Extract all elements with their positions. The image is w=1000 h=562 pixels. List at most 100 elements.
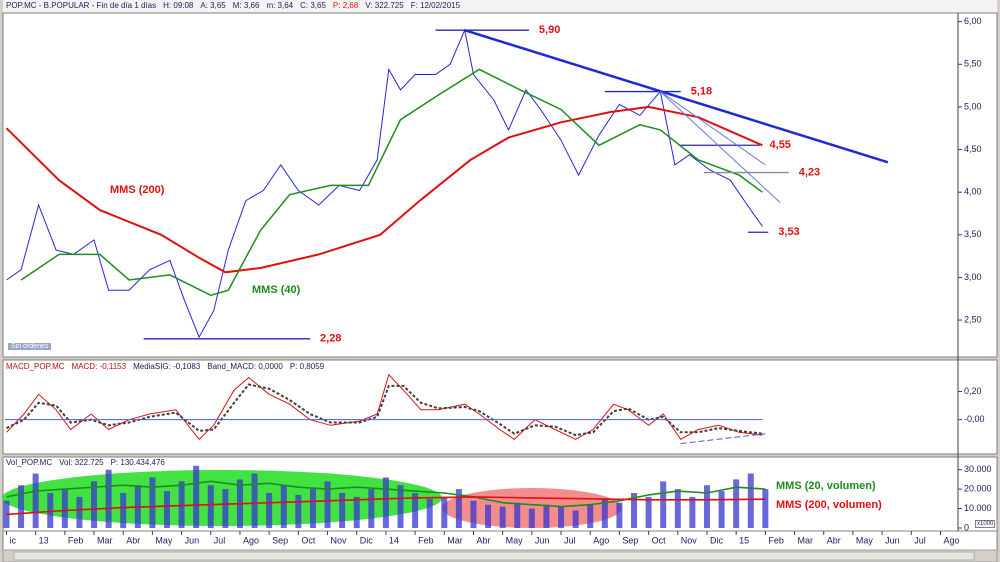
header-item: P: 130.434.476 — [110, 458, 165, 467]
trend-line — [680, 433, 766, 445]
scroll-thumb[interactable] — [13, 551, 975, 561]
header-item: P: 0,8059 — [289, 362, 325, 371]
x-tick-label: Dic — [360, 535, 373, 545]
y-tick-label: 3,00 — [964, 272, 982, 282]
x-tick-label: Abr — [476, 535, 490, 545]
header-item: MACD: -0,1153 — [71, 362, 127, 371]
x-tick-label: Sep — [272, 535, 288, 545]
trend-line — [464, 29, 889, 164]
x-tick-label: Nov — [331, 535, 348, 545]
volume-bar — [645, 496, 652, 528]
volume-bar — [105, 469, 112, 528]
series-line — [6, 496, 766, 516]
volume-bar — [178, 481, 185, 528]
volume-bar — [91, 481, 98, 528]
x-tick-label: Dic — [710, 535, 723, 545]
header-item: V: 322.725 — [365, 1, 404, 10]
price-panel — [2, 12, 998, 358]
x-tick-label: Abr — [126, 535, 140, 545]
x-tick-label: Mar — [97, 535, 113, 545]
series-line — [5, 105, 763, 274]
x-tick-label: ic — [9, 535, 16, 545]
macd-panel — [2, 359, 998, 455]
volume-bar — [747, 473, 754, 528]
level-label: 3,53 — [778, 226, 799, 238]
header-item: M: 3,66 — [232, 1, 260, 10]
level-label: 5,18 — [691, 85, 712, 97]
y-tick-label: 5,50 — [964, 59, 982, 69]
trend-line — [659, 91, 766, 166]
trend-line — [659, 91, 781, 203]
highlight-green — [2, 470, 442, 526]
volume-bar — [718, 491, 725, 528]
volume-bar — [441, 496, 448, 528]
volume-bar — [193, 465, 200, 528]
level-label: 2,28 — [320, 333, 341, 345]
volume-bar — [703, 485, 710, 528]
volume-bar — [514, 502, 521, 528]
x-tick-label: Ago — [593, 535, 609, 545]
status-label: Sin órdenes — [8, 343, 52, 350]
header-item: Vol: 322.725 — [59, 458, 104, 467]
volume-bar — [601, 498, 608, 528]
level-label: 4,55 — [770, 139, 791, 151]
x-tick-label: Ago — [943, 535, 959, 545]
x-tick-label: May — [155, 535, 173, 545]
series-label: MMS (200) — [110, 184, 165, 196]
header-item: H: 09:08 — [163, 1, 194, 10]
series-line — [6, 373, 763, 441]
volume-bar — [280, 485, 287, 528]
volume-bar — [485, 504, 492, 528]
series-label: MMS (200, volumen) — [776, 499, 882, 511]
volume-bar — [543, 504, 550, 528]
x-tick-label: Abr — [827, 535, 841, 545]
header-bar — [3, 0, 997, 13]
x-tick-label: Feb — [418, 535, 434, 545]
x-tick-label: Nov — [681, 535, 698, 545]
series-line — [6, 383, 763, 437]
x-tick-label: Jul — [564, 535, 576, 545]
x-tick-label: Mar — [798, 535, 814, 545]
volume-bar — [163, 491, 170, 528]
unit-note: x1000 — [975, 520, 996, 528]
y-tick-label: 10.000 — [964, 503, 992, 513]
series-line — [6, 28, 763, 339]
volume-bar — [222, 489, 229, 528]
x-tick-label: May — [856, 535, 874, 545]
volume-bar — [412, 493, 419, 528]
volume-bar — [76, 496, 83, 528]
volume-bar — [32, 473, 39, 528]
header-item: C: 3,65 — [300, 1, 326, 10]
volume-bar — [368, 489, 375, 528]
volume-bar — [266, 493, 273, 528]
header-item: Vol_POP.MC — [6, 458, 53, 467]
volume-bar — [309, 489, 316, 528]
macd-header: MACD_POP.MC MACD: -0,1153 MediaSIG: -0,108… — [6, 362, 324, 371]
series-line — [6, 480, 766, 508]
x-tick-label: Jun — [185, 535, 200, 545]
volume-bar — [470, 500, 477, 528]
volume-header: Vol_POP.MC Vol: 322.725 P: 130.434.476 — [6, 458, 165, 467]
y-tick-label: 3,50 — [964, 229, 982, 239]
y-tick-label: 5,00 — [964, 101, 982, 111]
x-tick-label: Mar — [447, 535, 463, 545]
volume-bar — [426, 498, 433, 528]
level-label: 5,90 — [539, 24, 560, 36]
volume-bar — [528, 508, 535, 528]
x-tick-label: 13 — [39, 535, 49, 545]
volume-bar — [499, 506, 506, 528]
volume-bar — [397, 485, 404, 528]
volume-bar — [660, 481, 667, 528]
level-label: 4,23 — [799, 166, 820, 178]
header-item: MediaSIG: -0,1083 — [133, 362, 201, 371]
x-tick-label: Sep — [622, 535, 638, 545]
volume-bar — [572, 510, 579, 528]
y-tick-label: 2,50 — [964, 314, 982, 324]
header-item: F: 12/02/2015 — [410, 1, 461, 10]
x-tick-label: 14 — [389, 535, 399, 545]
y-tick-label: 4,00 — [964, 187, 982, 197]
y-tick-label: 0,20 — [964, 386, 982, 396]
y-tick-label: 4,50 — [964, 144, 982, 154]
volume-bar — [631, 493, 638, 528]
